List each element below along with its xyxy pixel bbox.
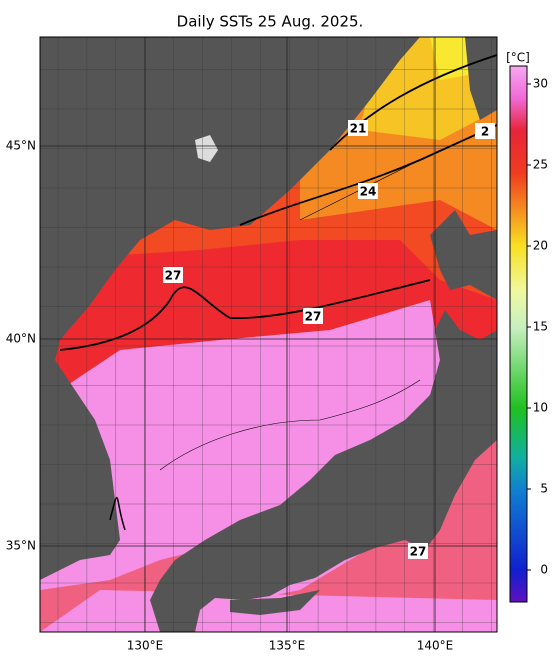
sea-south (40, 390, 497, 632)
contour-27b (109, 496, 126, 531)
contour-label: 27 (165, 269, 182, 283)
lat-label: 40°N (6, 332, 36, 346)
colorbar-tick-label: 25 (533, 158, 548, 172)
colorbar-tick-label: 10 (533, 401, 548, 415)
contour-label-box (475, 123, 495, 139)
land-hokkaido (430, 210, 497, 300)
contour-label: 27 (410, 545, 427, 559)
contour-24 (239, 124, 497, 226)
map-frame (39, 36, 498, 633)
colorbar-ticks: 30 25 20 15 10 5 0 (527, 77, 548, 577)
contour-label-box (348, 120, 368, 136)
lat-label: 45°N (6, 139, 36, 153)
colorbar-tick-label: 30 (533, 77, 548, 91)
contour-label: 2 (481, 125, 489, 139)
lon-label: 130°E (127, 639, 164, 653)
colorbar (509, 65, 528, 603)
colorbar-tick-label: 15 (533, 320, 548, 334)
map-area (40, 37, 497, 632)
land-japan (150, 310, 497, 632)
contour-label-box (358, 183, 378, 199)
colorbar-tick-label: 5 (540, 482, 548, 496)
colorbar-unit: [°C] (506, 51, 530, 65)
lon-label: 135°E (269, 639, 306, 653)
title: Daily SSTs 25 Aug. 2025. (177, 13, 364, 31)
contour-21 (329, 54, 497, 151)
land-shikoku (230, 590, 320, 615)
lat-label: 35°N (6, 539, 36, 553)
contour-label-box (408, 543, 428, 559)
contour-label: 27 (305, 310, 322, 324)
lon-label: 140°E (417, 639, 454, 653)
land-asia (40, 37, 420, 580)
contour-label-box (303, 308, 323, 324)
contour-thin (159, 379, 421, 471)
contour-label: 24 (360, 185, 377, 199)
graticule (40, 37, 497, 632)
colorbar-tick-label: 20 (533, 239, 548, 253)
contour-labels: 21 24 27 27 27 2 (163, 120, 495, 559)
contour-label: 21 (350, 122, 367, 136)
colorbar-tick-label: 0 (540, 563, 548, 577)
contour-label-box (163, 267, 183, 283)
